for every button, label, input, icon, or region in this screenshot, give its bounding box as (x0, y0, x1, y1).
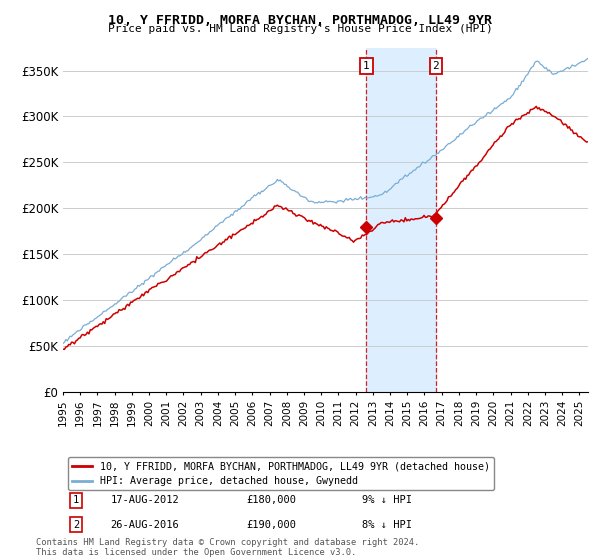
Text: 8% ↓ HPI: 8% ↓ HPI (362, 520, 412, 530)
Text: 9% ↓ HPI: 9% ↓ HPI (362, 496, 412, 506)
Text: £190,000: £190,000 (247, 520, 297, 530)
Text: Contains HM Land Registry data © Crown copyright and database right 2024.
This d: Contains HM Land Registry data © Crown c… (36, 538, 419, 557)
Text: £180,000: £180,000 (247, 496, 297, 506)
Bar (367, 48, 436, 392)
Text: 2: 2 (73, 520, 79, 530)
Text: 2: 2 (433, 61, 439, 71)
Text: 1: 1 (73, 496, 79, 506)
Text: 1: 1 (363, 61, 370, 71)
Text: Price paid vs. HM Land Registry's House Price Index (HPI): Price paid vs. HM Land Registry's House … (107, 24, 493, 34)
Legend: 10, Y FFRIDD, MORFA BYCHAN, PORTHMADOG, LL49 9YR (detached house), HPI: Average : 10, Y FFRIDD, MORFA BYCHAN, PORTHMADOG, … (68, 458, 494, 490)
Text: 10, Y FFRIDD, MORFA BYCHAN, PORTHMADOG, LL49 9YR: 10, Y FFRIDD, MORFA BYCHAN, PORTHMADOG, … (108, 14, 492, 27)
Text: 26-AUG-2016: 26-AUG-2016 (110, 520, 179, 530)
Text: 17-AUG-2012: 17-AUG-2012 (110, 496, 179, 506)
